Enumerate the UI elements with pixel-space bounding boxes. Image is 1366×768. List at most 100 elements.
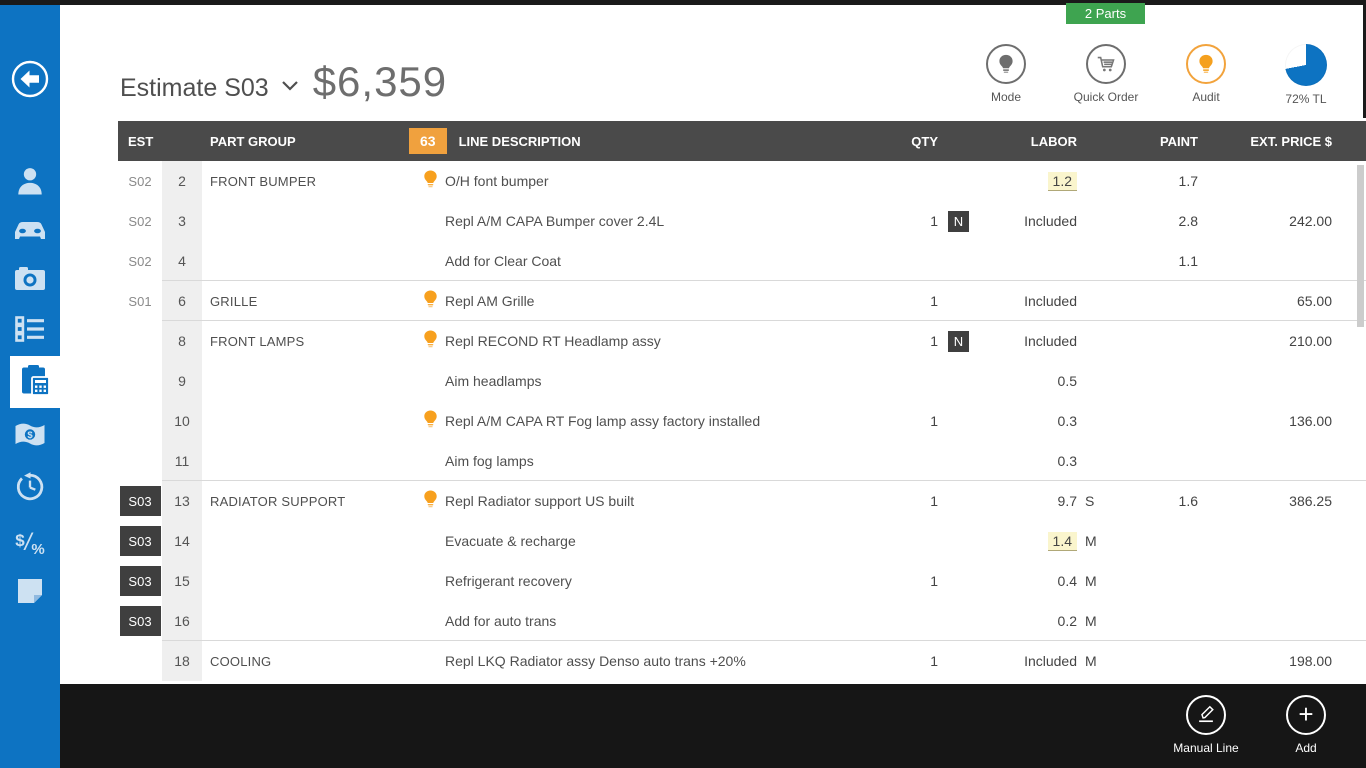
vertical-scrollbar-thumb[interactable] [1357,165,1364,327]
table-row[interactable]: S03 15 Refrigerant recovery 1 0.4 M [118,561,1366,601]
labor-suffix: M [1085,533,1097,549]
labor-value[interactable]: 9.7 [1057,493,1077,509]
ext-price-value: 210.00 [1289,333,1332,349]
labor-suffix [1077,321,1103,361]
table-row[interactable]: S02 4 Add for Clear Coat 1.1 [118,241,1366,281]
paint-value: 2.8 [1178,213,1198,229]
bulb-icon[interactable] [423,290,438,313]
bulb-icon[interactable] [423,410,438,433]
line-number: 4 [162,241,202,281]
paint-value [1103,401,1198,441]
table-row[interactable]: S02 3 Repl A/M CAPA Bumper cover 2.4L 1 … [118,201,1366,241]
line-description: Repl A/M CAPA RT Fog lamp assy factory i… [445,413,761,429]
labor-value[interactable]: 0.4 [1057,573,1077,589]
table-row[interactable]: S03 13 RADIATOR SUPPORT Repl Radiator su… [118,481,1366,521]
column-header-ext-price: EXT. PRICE $ [1250,133,1332,149]
labor-value[interactable]: Included [1024,333,1077,349]
table-row[interactable]: 18 COOLING Repl LKQ Radiator assy Denso … [118,641,1366,681]
line-description: O/H font bumper [445,173,549,189]
chevron-down-icon[interactable] [281,78,299,96]
labor-suffix [1077,361,1103,401]
audit-bulb-icon [1186,44,1226,84]
line-description: Evacuate & recharge [445,533,576,549]
part-group-label: GRILLE [210,293,258,309]
bottom-app-bar: Manual Line + Add [60,684,1366,768]
qty-value: 1 [930,413,938,429]
line-number: 9 [162,361,202,401]
ext-price-value: 386.25 [1289,493,1332,509]
table-row[interactable]: 10 Repl A/M CAPA RT Fog lamp assy factor… [118,401,1366,441]
labor-suffix [1077,401,1103,441]
paint-value: 1.6 [1178,493,1198,509]
mode-bulb-icon [986,44,1026,84]
part-group-label: COOLING [210,653,272,669]
add-button[interactable]: + Add [1256,684,1356,768]
line-number: 6 [162,281,202,321]
pencil-line-icon [1186,695,1226,735]
parts-count-badge[interactable]: 2 Parts [1066,3,1145,24]
table-row[interactable]: S03 16 Add for auto trans 0.2 M [118,601,1366,641]
ext-price-value [1198,161,1332,201]
audit-button[interactable]: Audit [1156,44,1256,106]
labor-value[interactable]: 0.5 [1057,373,1077,389]
mode-button[interactable]: Mode [956,44,1056,106]
part-group-label [210,561,415,601]
quick-order-button[interactable]: Quick Order [1056,44,1156,106]
new-part-badge: N [948,210,969,232]
labor-value[interactable]: Included [1024,653,1077,669]
estimate-version-tag: S02 [128,253,152,269]
ext-price-value: 65.00 [1296,293,1332,309]
labor-value[interactable]: Included [1024,293,1077,309]
estimate-version-tag: S02 [128,173,152,189]
labor-suffix [1077,161,1103,201]
sidebar-item-photos[interactable] [0,258,60,304]
total-loss-button[interactable]: 72% TL [1256,44,1356,106]
bulb-icon[interactable] [423,330,438,353]
header-actions: Mode Quick Order Audit 72% TL [956,44,1356,106]
table-row[interactable]: S01 6 GRILLE Repl AM Grille 1 Included 6… [118,281,1366,321]
labor-value[interactable]: 0.3 [1057,453,1077,469]
part-group-label [210,601,415,641]
sidebar-item-lines[interactable] [0,308,60,354]
column-header-est: EST [128,133,154,149]
qty-value [882,521,938,561]
estimate-version-tag: S03 [119,486,161,516]
line-number: 3 [162,201,202,241]
qty-value: 1 [930,653,938,669]
line-count-badge: 63 [409,128,447,154]
labor-value[interactable]: 1.2 [1047,171,1077,191]
line-description: Refrigerant recovery [445,573,572,589]
right-window-edge [1363,0,1366,118]
column-header-paint: PAINT [1159,133,1198,149]
paint-value [1103,641,1198,681]
sidebar-item-notes[interactable] [0,570,60,616]
sidebar-item-rates[interactable]: $/% [0,520,60,566]
table-row[interactable]: 8 FRONT LAMPS Repl RECOND RT Headlamp as… [118,321,1366,361]
sidebar-item-payments[interactable]: $ [0,414,60,460]
manual-line-button[interactable]: Manual Line [1156,684,1256,768]
table-row[interactable]: 9 Aim headlamps 0.5 [118,361,1366,401]
labor-value[interactable]: Included [1024,213,1077,229]
sidebar-item-estimate-selected[interactable] [10,356,60,408]
labor-suffix [1077,441,1103,481]
part-group-label [210,201,415,241]
sidebar-item-customer[interactable] [0,160,60,206]
labor-suffix [1077,201,1103,241]
bulb-icon[interactable] [423,170,438,193]
labor-value[interactable]: 0.2 [1057,613,1077,629]
bulb-icon[interactable] [423,490,438,513]
paint-value [1103,601,1198,641]
table-row[interactable]: 11 Aim fog lamps 0.3 [118,441,1366,481]
qty-value [882,601,938,641]
labor-suffix: S [1085,493,1095,509]
labor-value[interactable]: 1.4 [1047,531,1077,551]
sidebar-item-vehicle[interactable] [0,210,60,256]
table-row[interactable]: S02 2 FRONT BUMPER O/H font bumper 1.2 1… [118,161,1366,201]
sidebar-item-history[interactable] [0,466,60,512]
labor-value[interactable]: 0.3 [1057,413,1077,429]
table-row[interactable]: S03 14 Evacuate & recharge 1.4 M [118,521,1366,561]
column-header-line-description: LINE DESCRIPTION [458,133,581,149]
back-button[interactable] [0,58,60,104]
qty-value [882,441,938,481]
car-icon [12,219,48,248]
